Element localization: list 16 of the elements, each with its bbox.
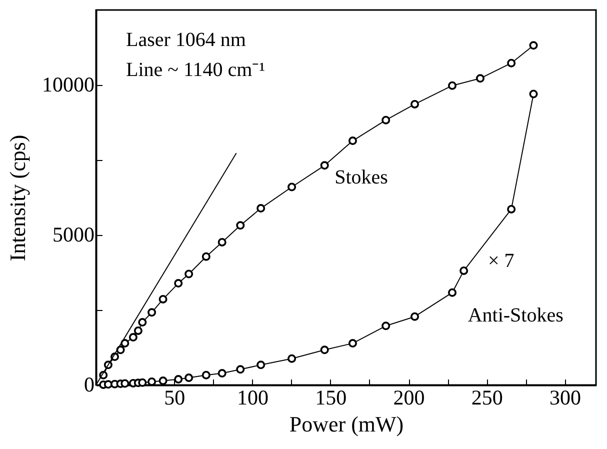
x-axis-title: Power (mW): [289, 412, 404, 436]
x-tick-label: 100: [237, 386, 268, 410]
y-tick-label: 0: [84, 372, 94, 396]
x-tick-label: 300: [550, 386, 581, 410]
y-tick-label: 10000: [42, 72, 94, 96]
x-tick-label: 200: [393, 386, 425, 410]
y-tick-label: 5000: [52, 222, 94, 246]
x-tick-label: 50: [164, 386, 186, 410]
y-axis-title: Intensity (cps): [5, 134, 30, 262]
series-label: Anti-Stokes: [468, 304, 564, 327]
series-label: Stokes: [334, 166, 388, 188]
x-tick-label: 150: [315, 386, 347, 410]
annotation: × 7: [488, 250, 514, 272]
annotation: Line ~ 1140 cm⁻¹: [126, 59, 266, 81]
annotation: Laser 1064 nm: [126, 29, 246, 51]
x-tick-label: 250: [471, 386, 503, 410]
